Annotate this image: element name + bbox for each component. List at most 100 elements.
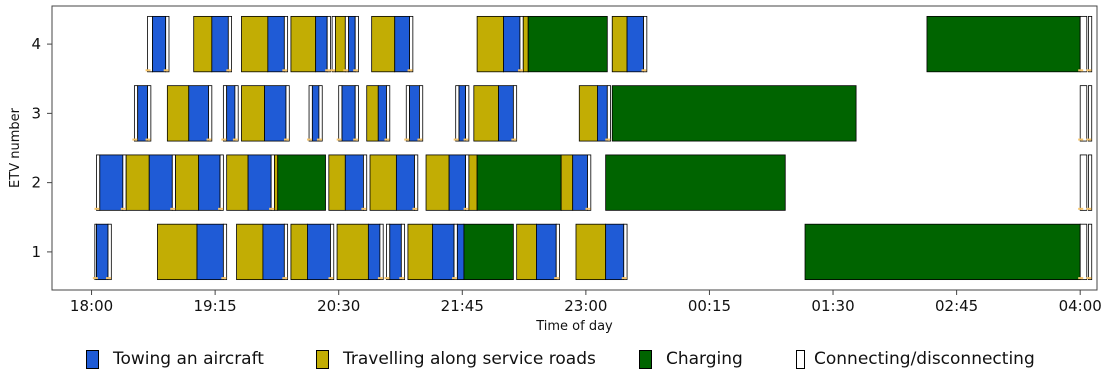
y-tick-label: 4 (31, 35, 41, 53)
gantt-bar-travel (425, 154, 450, 211)
gantt-bar-towing (367, 223, 381, 281)
gantt-bar-connect (386, 223, 391, 281)
gantt-bar-connect (400, 223, 406, 281)
gantt-bar-travel (236, 223, 264, 281)
gantt-bars (94, 15, 1093, 281)
gantt-bar-connect (409, 15, 414, 73)
gantt-bar-travel (290, 15, 317, 73)
gantt-bar-towing (597, 85, 608, 142)
connect-marker (316, 138, 322, 141)
gantt-bar-charging (605, 154, 786, 211)
gantt-bar-connect (1079, 154, 1088, 211)
connect-marker (353, 69, 359, 72)
connect-marker (384, 277, 390, 280)
gantt-bar-connect (330, 223, 335, 281)
connect-marker (377, 277, 383, 280)
gantt-bar-connect (147, 15, 153, 73)
connect-marker (621, 277, 627, 280)
gantt-bar-charging (804, 223, 1081, 281)
gantt-bar-connect (405, 85, 410, 142)
gantt-bar-travel (241, 15, 269, 73)
connect-marker (226, 69, 232, 72)
gantt-bar-connect (1079, 15, 1088, 73)
connect-marker (641, 69, 647, 72)
gantt-bar-towing (394, 15, 410, 73)
connect-marker (328, 277, 334, 280)
x-tick-label: 01:30 (811, 297, 854, 315)
connect-marker (1078, 69, 1084, 72)
connect-marker (407, 69, 413, 72)
x-tick-label: 21:45 (441, 297, 484, 315)
gantt-bar-connect (643, 15, 648, 73)
gantt-bar-travel (407, 223, 434, 281)
gantt-bar-towing (211, 15, 229, 73)
gantt-bar-towing (264, 85, 287, 142)
etv-gantt-chart: 1 2 3 4 18:00 19:15 20:30 21:45 23:00 00:15 01:30… (8, 5, 1102, 334)
connect-marker (585, 207, 591, 210)
connect-marker (463, 138, 469, 141)
gantt-bar-charging (926, 15, 1081, 73)
x-tick-label: 23:00 (564, 297, 607, 315)
gantt-bar-travel (241, 85, 265, 142)
gantt-bar-connect (234, 85, 239, 142)
connect-marker (511, 138, 517, 141)
gantt-bar-connect (165, 15, 170, 73)
gantt-bar-connect (285, 85, 290, 142)
gantt-bar-connect (338, 85, 343, 142)
gantt-bar-towing (377, 85, 387, 142)
gantt-bar-towing (395, 154, 415, 211)
gantt-bar-connect (386, 85, 391, 142)
gantt-bar-towing (605, 223, 625, 281)
gantt-bar-travel (468, 154, 478, 211)
gantt-bar-connect (283, 223, 289, 281)
gantt-bar-travel (336, 223, 369, 281)
gantt-bar-travel (560, 154, 574, 211)
connect-marker (221, 138, 227, 141)
gantt-bar-towing (315, 15, 328, 73)
gantt-bar-travel (473, 85, 499, 142)
gantt-bar-towing (152, 15, 167, 73)
gantt-bar-charging (463, 223, 514, 281)
gantt-bar-towing (307, 223, 331, 281)
gantt-bar-travel (611, 15, 628, 73)
connect-marker (343, 69, 349, 72)
connect-marker (330, 69, 336, 72)
connect-marker (269, 207, 275, 210)
gantt-bar-connect (326, 15, 331, 73)
gantt-bar-towing (572, 154, 588, 211)
gantt-bar-connect (133, 85, 139, 142)
gantt-bar-connect (270, 154, 275, 211)
legend-item-charging: Charging (639, 345, 743, 373)
gantt-bar-connect (283, 15, 289, 73)
gantt-bar-connect (455, 85, 460, 142)
gantt-bar-towing (196, 223, 224, 281)
x-tick-label: 19:15 (194, 297, 237, 315)
gantt-bar-travel (476, 15, 504, 73)
gantt-bar-connect (147, 85, 152, 142)
gantt-bar-travel (125, 154, 150, 211)
connect-marker (517, 69, 523, 72)
gantt-bar-towing (344, 154, 364, 211)
gantt-bar-towing (341, 85, 356, 142)
gantt-bar-connect (623, 223, 628, 281)
gantt-bar-towing (498, 85, 514, 142)
gantt-bar-connect (363, 154, 368, 211)
gantt-bar-connect (555, 223, 560, 281)
connect-marker (282, 69, 288, 72)
gantt-bar-towing (626, 15, 644, 73)
legend-label-towing: Towing an aircraft (113, 349, 264, 369)
gantt-bar-towing (188, 85, 209, 142)
connect-marker (353, 138, 359, 141)
connect-marker (1086, 277, 1092, 280)
gantt-bar-connect (512, 85, 518, 142)
gantt-bar-connect (1088, 85, 1093, 142)
gantt-bar-connect (222, 223, 228, 281)
y-tick-label: 2 (31, 174, 41, 192)
gantt-bar-connect (587, 154, 592, 211)
legend-item-connect: Connecting/disconnecting (796, 345, 1035, 373)
gantt-bar-connect (519, 15, 524, 73)
gantt-bar-charging (611, 85, 857, 142)
y-axis: 1 2 3 4 (31, 35, 52, 261)
gantt-bar-towing (311, 85, 320, 142)
connect-marker (361, 207, 367, 210)
